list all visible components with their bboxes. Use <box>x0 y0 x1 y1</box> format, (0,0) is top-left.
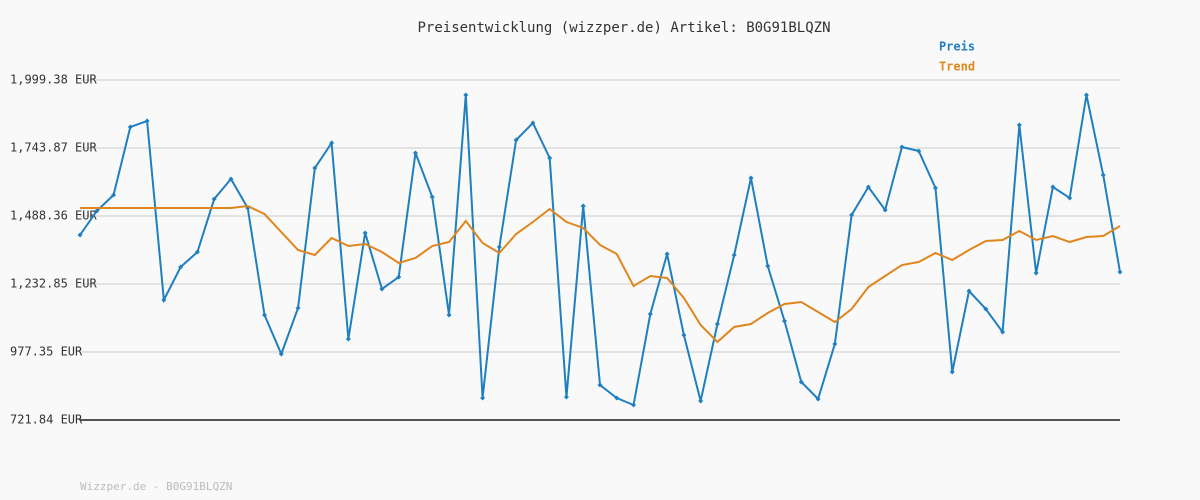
point <box>765 263 771 269</box>
footer: Wizzper.de - B0G91BLQZN <box>80 480 232 493</box>
point <box>983 306 989 312</box>
point <box>865 184 871 190</box>
point <box>329 140 335 146</box>
point <box>966 288 972 294</box>
point <box>262 312 268 318</box>
point <box>614 395 620 401</box>
point <box>429 194 435 200</box>
point <box>782 318 788 324</box>
point <box>1000 329 1006 335</box>
point <box>228 176 234 182</box>
y-tick-label: 721.84 EUR <box>10 413 83 427</box>
point <box>94 208 100 214</box>
point <box>1100 172 1106 178</box>
point <box>631 402 637 408</box>
point <box>714 321 720 327</box>
point <box>882 207 888 213</box>
point <box>664 251 670 257</box>
line-series <box>80 204 1121 344</box>
point <box>748 175 754 181</box>
point <box>1033 270 1039 276</box>
point <box>1050 184 1056 190</box>
point <box>144 118 150 124</box>
point <box>345 336 351 342</box>
chart-title: Preisentwicklung (wizzper.de) Artikel: B… <box>417 20 830 36</box>
point <box>379 286 385 292</box>
legend-label: Trend <box>939 60 975 74</box>
point <box>798 379 804 385</box>
point <box>916 148 922 154</box>
point <box>832 341 838 347</box>
point <box>1117 269 1123 275</box>
y-tick-label: 977.35 EUR <box>10 344 83 358</box>
point <box>698 398 704 404</box>
point <box>211 196 217 202</box>
point <box>362 230 368 236</box>
point <box>111 192 117 198</box>
point <box>480 395 486 401</box>
point <box>396 274 402 280</box>
point <box>1083 92 1089 98</box>
point <box>496 244 502 250</box>
point <box>1067 195 1073 201</box>
point <box>412 150 418 156</box>
legend-label: Preis <box>939 40 975 54</box>
point <box>530 120 536 126</box>
point <box>681 332 687 338</box>
point <box>563 394 569 400</box>
point <box>547 155 553 161</box>
point <box>312 165 318 171</box>
point <box>178 264 184 270</box>
point <box>194 249 200 255</box>
point <box>446 312 452 318</box>
point <box>161 297 167 303</box>
point <box>295 305 301 311</box>
y-tick-label: 1,999.38 EUR <box>10 73 97 87</box>
y-tick-label: 1,488.36 EUR <box>10 209 97 223</box>
point <box>580 203 586 209</box>
point <box>127 124 133 130</box>
point <box>1016 122 1022 128</box>
point <box>849 212 855 218</box>
point <box>949 369 955 375</box>
point <box>513 137 519 143</box>
point <box>899 144 905 150</box>
point <box>815 396 821 402</box>
point <box>463 92 469 98</box>
point <box>647 311 653 317</box>
point <box>278 351 284 357</box>
point <box>932 185 938 191</box>
point <box>597 382 603 388</box>
point <box>731 252 737 258</box>
point <box>77 232 83 238</box>
y-tick-label: 1,232.85 EUR <box>10 277 97 291</box>
y-tick-label: 1,743.87 EUR <box>10 141 97 155</box>
